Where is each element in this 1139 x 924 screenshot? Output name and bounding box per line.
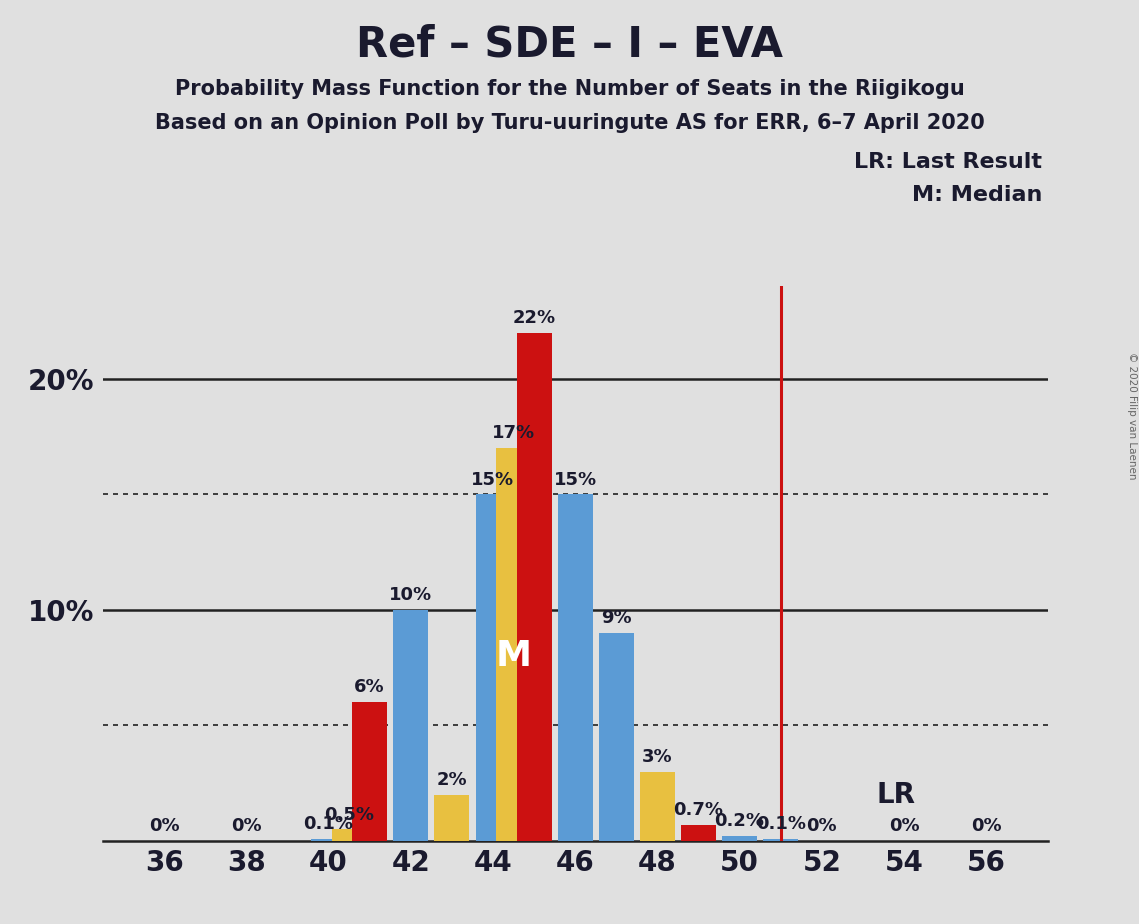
Bar bbox=[352, 702, 387, 841]
Text: 0.5%: 0.5% bbox=[325, 806, 374, 823]
Bar bbox=[722, 836, 757, 841]
Bar bbox=[763, 839, 798, 841]
Text: 0%: 0% bbox=[149, 817, 180, 835]
Bar bbox=[331, 830, 367, 841]
Text: M: Median: M: Median bbox=[912, 185, 1042, 205]
Bar bbox=[640, 772, 675, 841]
Text: 10%: 10% bbox=[390, 586, 433, 604]
Text: 22%: 22% bbox=[513, 309, 556, 327]
Bar bbox=[558, 494, 592, 841]
Bar bbox=[434, 795, 469, 841]
Bar bbox=[497, 448, 531, 841]
Text: M: M bbox=[495, 639, 532, 673]
Text: LR: LR bbox=[876, 781, 916, 808]
Text: 0.1%: 0.1% bbox=[304, 815, 353, 833]
Text: 0%: 0% bbox=[806, 817, 837, 835]
Bar bbox=[311, 839, 346, 841]
Text: 6%: 6% bbox=[354, 678, 385, 697]
Text: © 2020 Filip van Laenen: © 2020 Filip van Laenen bbox=[1126, 352, 1137, 480]
Text: Based on an Opinion Poll by Turu-uuringute AS for ERR, 6–7 April 2020: Based on an Opinion Poll by Turu-uuringu… bbox=[155, 113, 984, 133]
Text: Probability Mass Function for the Number of Seats in the Riigikogu: Probability Mass Function for the Number… bbox=[174, 79, 965, 99]
Text: 0%: 0% bbox=[888, 817, 919, 835]
Text: Ref – SDE – I – EVA: Ref – SDE – I – EVA bbox=[357, 23, 782, 65]
Bar bbox=[393, 610, 428, 841]
Text: 15%: 15% bbox=[554, 470, 597, 489]
Bar bbox=[599, 633, 633, 841]
Text: 0.7%: 0.7% bbox=[673, 801, 723, 819]
Text: 9%: 9% bbox=[601, 609, 632, 627]
Bar bbox=[681, 824, 716, 841]
Text: 0%: 0% bbox=[970, 817, 1001, 835]
Bar bbox=[475, 494, 510, 841]
Text: 0.1%: 0.1% bbox=[755, 815, 805, 833]
Text: 17%: 17% bbox=[492, 424, 535, 443]
Text: 0%: 0% bbox=[231, 817, 262, 835]
Text: LR: Last Result: LR: Last Result bbox=[854, 152, 1042, 173]
Text: 15%: 15% bbox=[472, 470, 515, 489]
Text: 0.2%: 0.2% bbox=[714, 812, 764, 831]
Text: 2%: 2% bbox=[436, 771, 467, 789]
Bar bbox=[517, 333, 551, 841]
Text: 3%: 3% bbox=[642, 748, 673, 766]
